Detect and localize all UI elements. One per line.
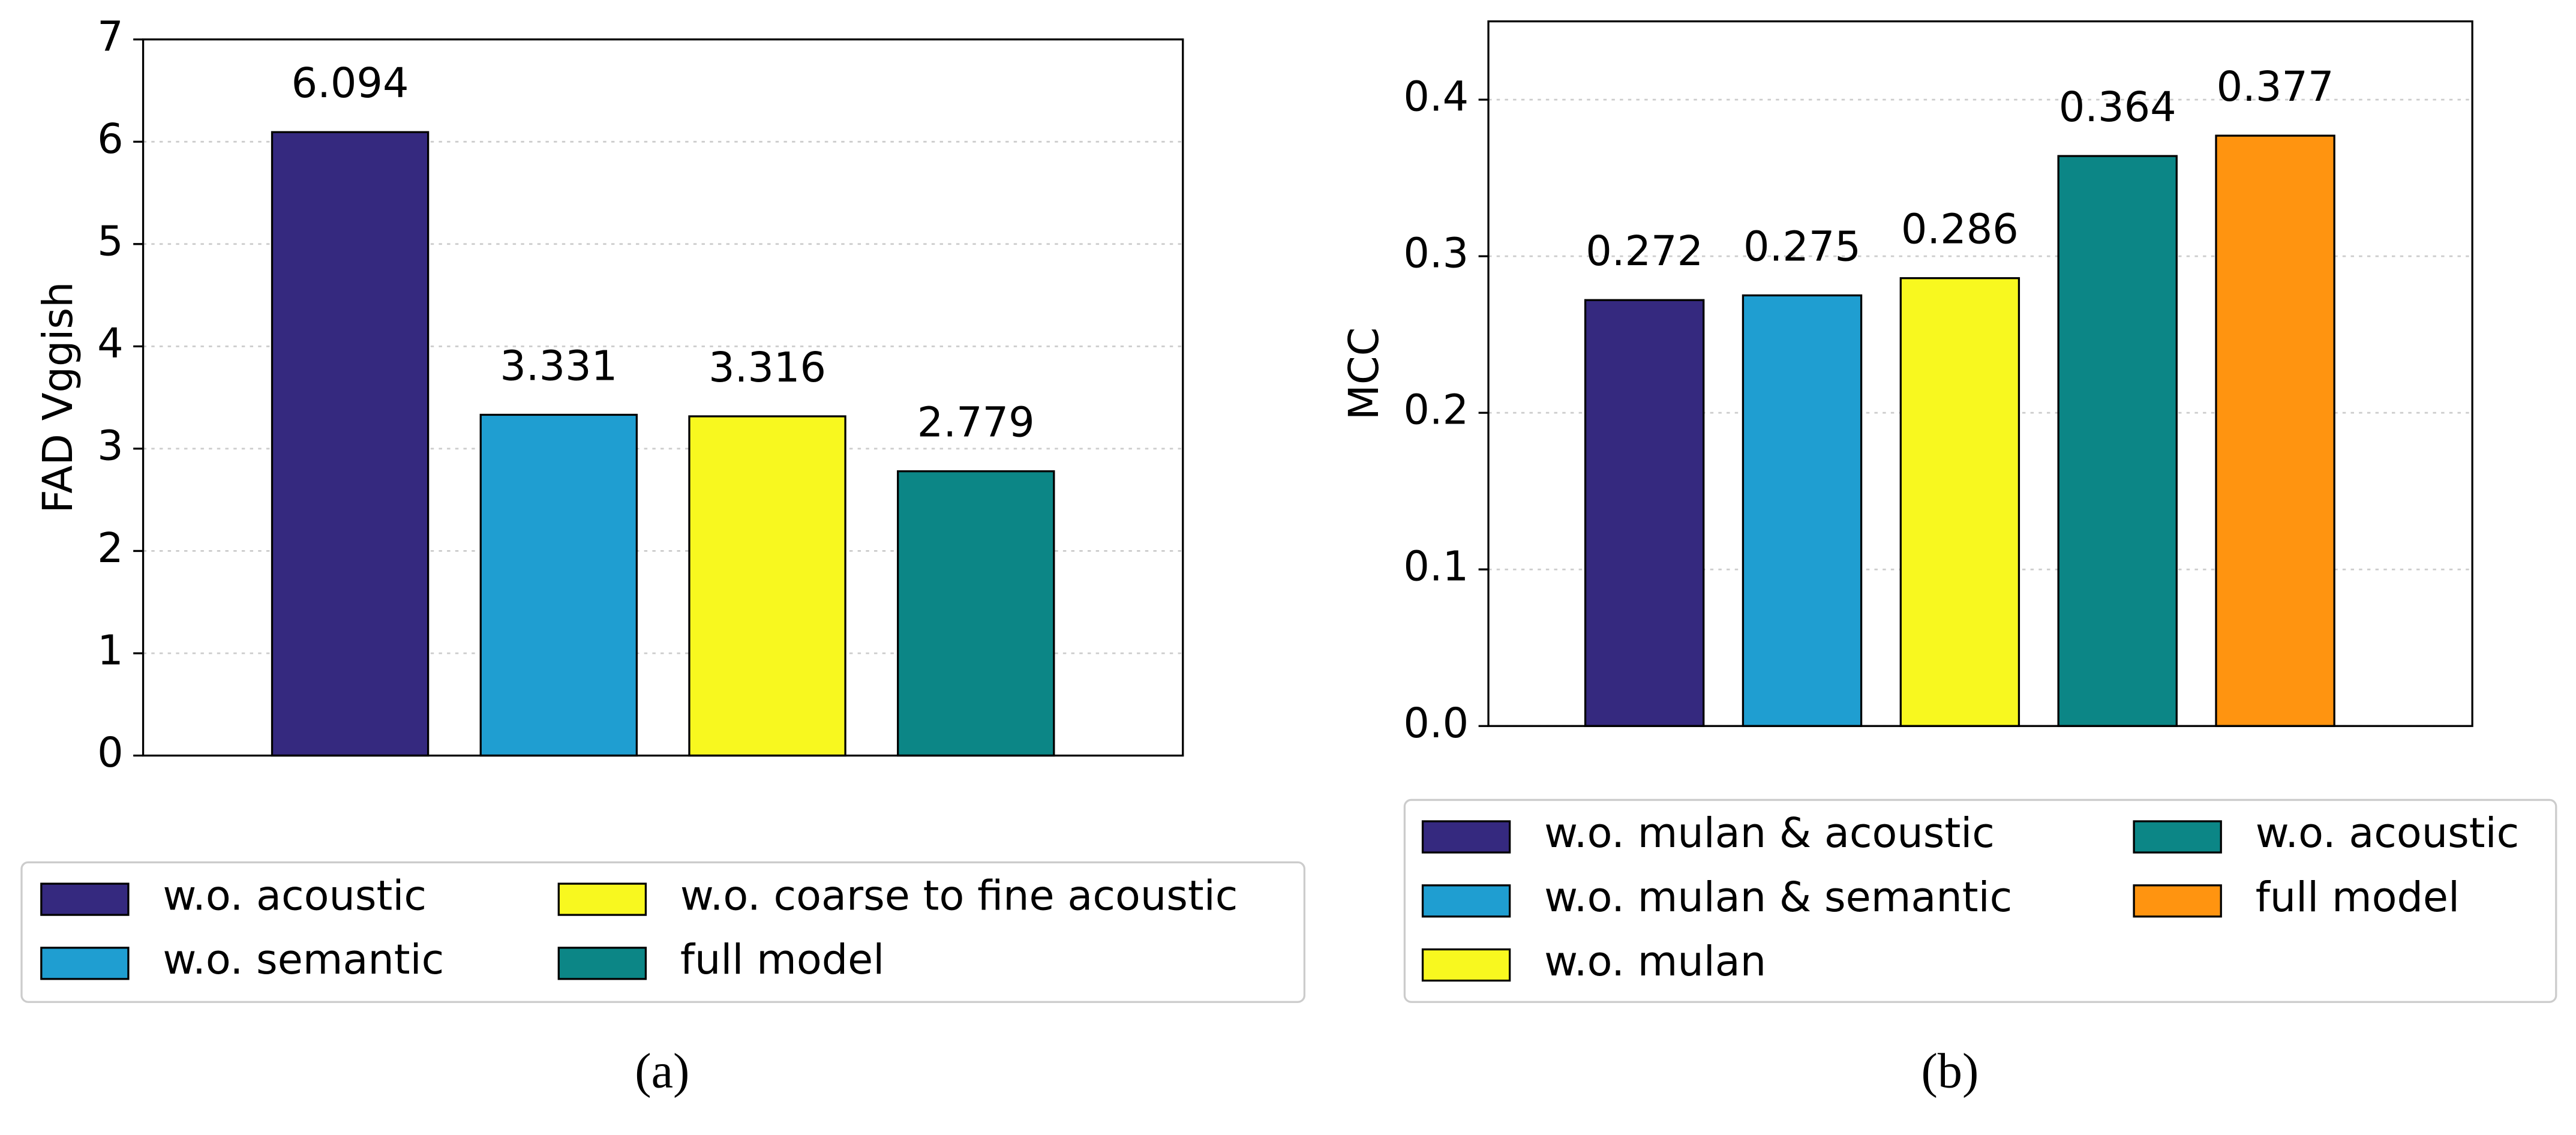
plot-frame bbox=[1487, 20, 2473, 727]
bar bbox=[1742, 294, 1863, 727]
bar bbox=[479, 413, 638, 757]
y-tick-label: 0.0 bbox=[1403, 699, 1469, 747]
value-label: 0.377 bbox=[2217, 63, 2334, 111]
y-tick-label: 5 bbox=[97, 217, 124, 265]
legend-label: w.o. mulan bbox=[1544, 938, 1766, 986]
legend-label: w.o. mulan & semantic bbox=[1544, 873, 2012, 921]
y-tick-label: 3 bbox=[97, 422, 124, 470]
bar bbox=[1584, 299, 1705, 727]
legend-label: w.o. coarse to fine acoustic bbox=[680, 872, 1238, 920]
legend-swatch bbox=[1421, 884, 1511, 918]
y-tick-label: 0.2 bbox=[1403, 386, 1469, 434]
bar bbox=[688, 415, 846, 757]
legend-swatch bbox=[2133, 820, 2222, 854]
y-tick-label: 4 bbox=[97, 320, 124, 368]
y-axis-label: FAD Vggish bbox=[34, 282, 82, 514]
plot-frame bbox=[142, 38, 1184, 757]
legend-swatch bbox=[557, 947, 647, 980]
bar bbox=[1899, 277, 2020, 727]
legend-swatch bbox=[40, 947, 130, 980]
value-label: 3.316 bbox=[708, 344, 826, 392]
caption: (a) bbox=[635, 1043, 689, 1098]
legend-swatch bbox=[40, 882, 130, 916]
y-tick-label: 1 bbox=[97, 627, 124, 675]
legend-swatch bbox=[2133, 884, 2222, 918]
legend-box bbox=[1403, 798, 2557, 1003]
y-axis-label: MCC bbox=[1340, 328, 1388, 421]
legend-swatch bbox=[1421, 948, 1511, 982]
y-tick-label: 6 bbox=[97, 115, 124, 163]
value-label: 0.364 bbox=[2059, 83, 2176, 131]
y-tick-label: 0 bbox=[97, 729, 124, 777]
value-label: 0.272 bbox=[1586, 227, 1703, 275]
y-tick-label: 7 bbox=[97, 13, 124, 61]
legend-label: w.o. mulan & acoustic bbox=[1544, 809, 1995, 857]
value-label: 0.275 bbox=[1743, 223, 1861, 271]
bar bbox=[271, 131, 430, 757]
legend-label: full model bbox=[2256, 873, 2460, 921]
legend-swatch bbox=[557, 882, 647, 916]
value-label: 3.331 bbox=[500, 342, 617, 390]
y-tick-label: 0.1 bbox=[1403, 543, 1469, 591]
legend-label: full model bbox=[680, 936, 884, 984]
legend-swatch bbox=[1421, 820, 1511, 854]
caption: (b) bbox=[1922, 1043, 1979, 1098]
y-tick-label: 0.4 bbox=[1403, 73, 1469, 121]
y-tick-label: 2 bbox=[97, 524, 124, 572]
legend-box bbox=[20, 861, 1306, 1003]
legend-label: w.o. acoustic bbox=[2256, 809, 2520, 857]
value-label: 2.779 bbox=[917, 398, 1035, 446]
bar bbox=[2057, 155, 2178, 727]
value-label: 6.094 bbox=[292, 59, 409, 107]
value-label: 0.286 bbox=[1901, 206, 2019, 254]
bar bbox=[2215, 134, 2335, 727]
bar bbox=[897, 470, 1055, 757]
legend-label: w.o. acoustic bbox=[163, 872, 427, 920]
legend-label: w.o. semantic bbox=[163, 936, 444, 984]
y-tick-label: 0.3 bbox=[1403, 230, 1469, 278]
